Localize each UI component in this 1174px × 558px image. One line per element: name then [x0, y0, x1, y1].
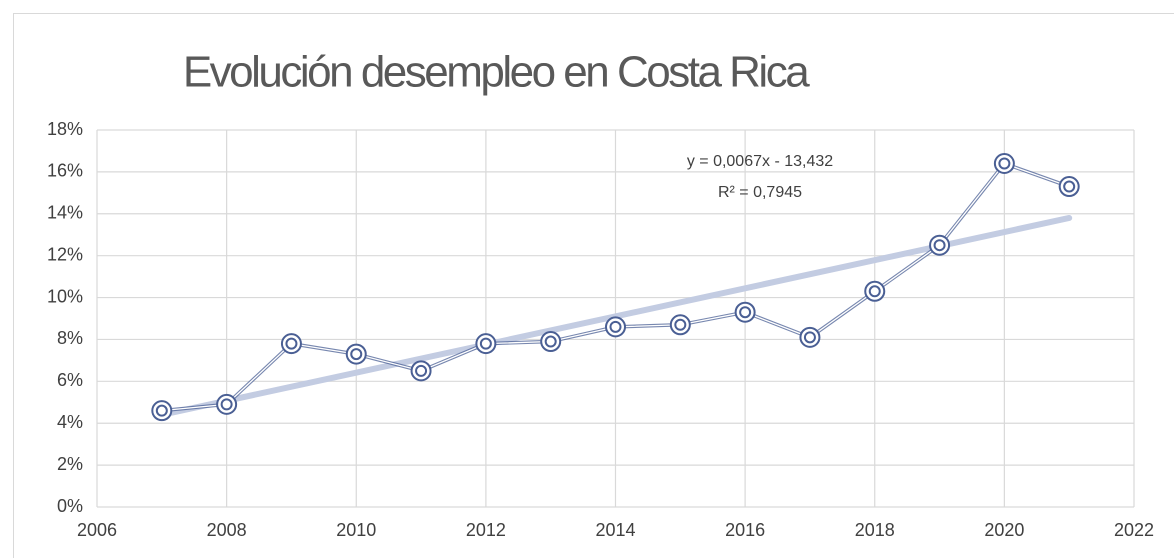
- marker: [151, 400, 173, 422]
- x-tick-label: 2006: [77, 520, 117, 540]
- marker-ring: [998, 157, 1011, 170]
- marker: [1058, 176, 1080, 198]
- x-tick-label: 2012: [466, 520, 506, 540]
- y-tick-label: 4%: [57, 412, 83, 432]
- marker: [929, 234, 951, 256]
- marker: [734, 301, 756, 323]
- x-tick-label: 2008: [207, 520, 247, 540]
- y-tick-label: 8%: [57, 328, 83, 348]
- marker-ring: [220, 398, 233, 411]
- x-tick-label: 2022: [1114, 520, 1154, 540]
- trend-r2: R² = 0,7945: [718, 184, 802, 201]
- marker-ring: [803, 331, 816, 344]
- trend-equation: y = 0,0067x - 13,432: [687, 153, 833, 170]
- marker: [280, 333, 302, 355]
- marker: [216, 393, 238, 415]
- marker: [993, 153, 1015, 175]
- marker-ring: [155, 404, 168, 417]
- marker-ring: [609, 320, 622, 333]
- marker-ring: [739, 306, 752, 319]
- y-tick-label: 12%: [47, 244, 83, 264]
- marker: [540, 331, 562, 353]
- marker-ring: [868, 285, 881, 298]
- x-tick-label: 2020: [984, 520, 1024, 540]
- marker-ring: [350, 348, 363, 361]
- y-tick-label: 6%: [57, 370, 83, 390]
- y-tick-label: 0%: [57, 496, 83, 516]
- marker: [410, 360, 432, 382]
- marker: [669, 314, 691, 336]
- marker-ring: [674, 318, 687, 331]
- y-tick-label: 16%: [47, 161, 83, 181]
- marker: [605, 316, 626, 338]
- marker-ring: [1063, 180, 1076, 193]
- y-tick-label: 10%: [47, 286, 83, 306]
- marker-ring: [933, 239, 946, 252]
- x-tick-label: 2016: [725, 520, 765, 540]
- y-tick-label: 2%: [57, 454, 83, 474]
- marker: [799, 326, 821, 348]
- x-tick-label: 2010: [336, 520, 376, 540]
- marker: [345, 343, 367, 365]
- x-tick-label: 2014: [595, 520, 635, 540]
- marker-ring: [544, 335, 557, 348]
- x-tick-label: 2018: [855, 520, 895, 540]
- marker-ring: [285, 337, 298, 350]
- marker-ring: [415, 364, 428, 377]
- marker-ring: [479, 337, 492, 350]
- chart-frame: [13, 13, 1174, 558]
- marker: [475, 333, 497, 355]
- chart-title: Evolución desempleo en Costa Rica: [183, 48, 810, 97]
- y-tick-label: 18%: [47, 119, 83, 139]
- y-tick-label: 14%: [47, 203, 83, 223]
- marker: [864, 280, 886, 302]
